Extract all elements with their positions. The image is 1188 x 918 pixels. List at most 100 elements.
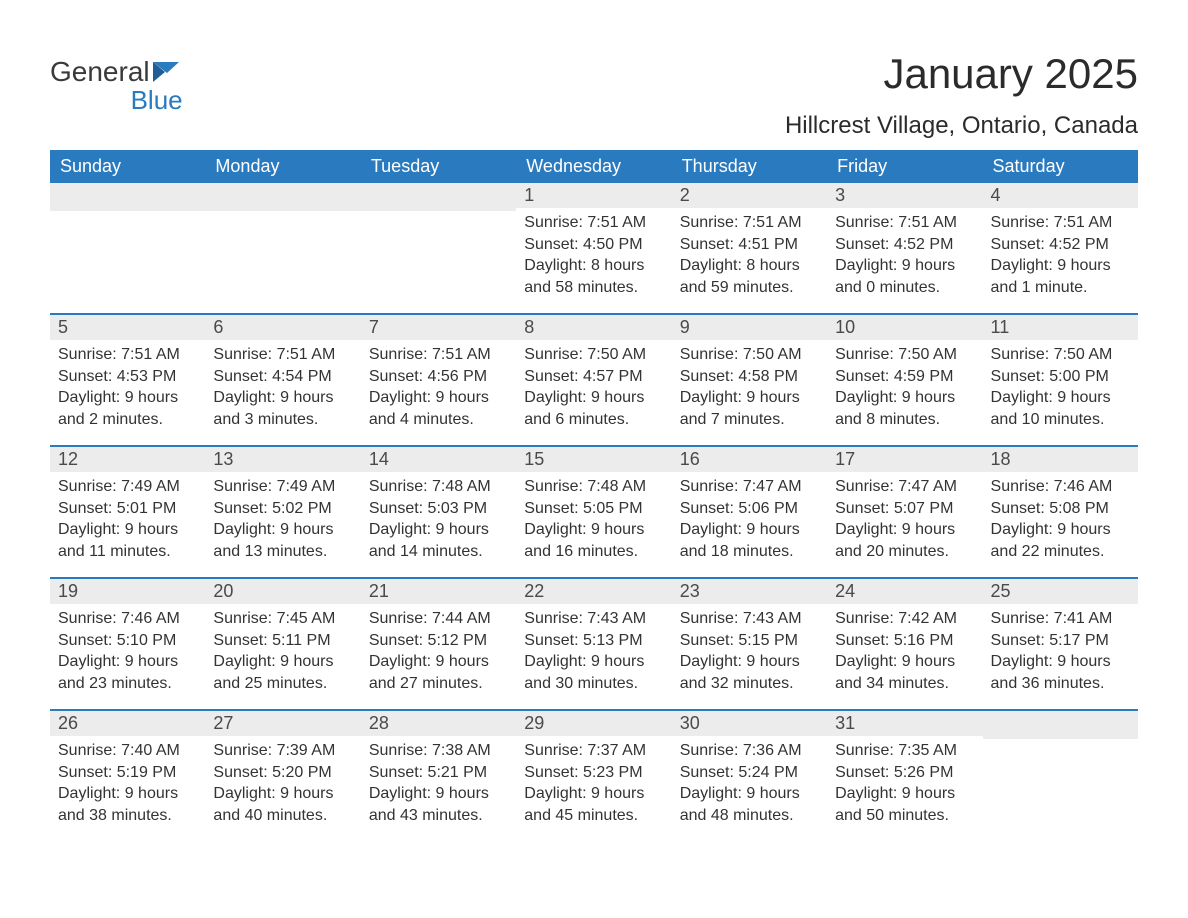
day-number: 9 [672, 315, 827, 340]
day-data-line: and 45 minutes. [524, 805, 663, 827]
page: General Blue January 2025 Hillcrest Vill… [0, 0, 1188, 841]
day-data-line: and 32 minutes. [680, 673, 819, 695]
day-data-line: and 18 minutes. [680, 541, 819, 563]
day-data-line: Sunrise: 7:48 AM [369, 476, 508, 498]
day-data-line: Daylight: 9 hours [680, 783, 819, 805]
day-data-line: and 6 minutes. [524, 409, 663, 431]
calendar-cell: 20Sunrise: 7:45 AMSunset: 5:11 PMDayligh… [205, 579, 360, 709]
day-data-line: Sunset: 5:20 PM [213, 762, 352, 784]
day-data-line: Sunset: 5:08 PM [991, 498, 1130, 520]
calendar-cell: 16Sunrise: 7:47 AMSunset: 5:06 PMDayligh… [672, 447, 827, 577]
day-number: 11 [983, 315, 1138, 340]
day-data-line: Sunset: 5:00 PM [991, 366, 1130, 388]
day-header: Thursday [672, 150, 827, 183]
day-data-line: and 7 minutes. [680, 409, 819, 431]
day-data-line: Sunrise: 7:42 AM [835, 608, 974, 630]
day-data-line: Sunset: 5:19 PM [58, 762, 197, 784]
calendar-cell [983, 711, 1138, 841]
day-number: 19 [50, 579, 205, 604]
day-data-line: Sunrise: 7:38 AM [369, 740, 508, 762]
day-number: 21 [361, 579, 516, 604]
location: Hillcrest Village, Ontario, Canada [785, 112, 1138, 140]
day-number [983, 711, 1138, 739]
day-data-line: Daylight: 9 hours [369, 783, 508, 805]
day-data-line: Sunrise: 7:43 AM [680, 608, 819, 630]
day-data-line: Sunset: 4:56 PM [369, 366, 508, 388]
day-data-line: Sunset: 4:52 PM [835, 234, 974, 256]
day-data-line: and 1 minute. [991, 277, 1130, 299]
day-data-line: Daylight: 8 hours [680, 255, 819, 277]
day-data-line: Daylight: 9 hours [835, 651, 974, 673]
day-number: 3 [827, 183, 982, 208]
day-data-line: Sunrise: 7:40 AM [58, 740, 197, 762]
day-data-line: Daylight: 9 hours [680, 519, 819, 541]
day-data-line: Daylight: 9 hours [991, 255, 1130, 277]
day-data-line: Sunrise: 7:46 AM [58, 608, 197, 630]
day-data-line: Sunset: 5:03 PM [369, 498, 508, 520]
day-number [361, 183, 516, 211]
day-number: 29 [516, 711, 671, 736]
day-number: 26 [50, 711, 205, 736]
day-data-line: Sunrise: 7:50 AM [680, 344, 819, 366]
day-data-line: and 43 minutes. [369, 805, 508, 827]
day-data: Sunrise: 7:35 AMSunset: 5:26 PMDaylight:… [827, 736, 982, 836]
day-data-line: Sunset: 5:02 PM [213, 498, 352, 520]
day-data-line: Sunset: 5:06 PM [680, 498, 819, 520]
calendar-week: 5 Sunrise: 7:51 AMSunset: 4:53 PM Daylight… [50, 313, 1138, 445]
day-data: Sunrise: 7:51 AMSunset: 4:54 PMDaylight:… [205, 340, 360, 440]
month-title: January 2025 [785, 50, 1138, 98]
day-number [205, 183, 360, 211]
day-number: 5 [50, 315, 205, 340]
day-number: 16 [672, 447, 827, 472]
calendar-cell: 12Sunrise: 7:49 AMSunset: 5:01 PMDayligh… [50, 447, 205, 577]
day-number: 14 [361, 447, 516, 472]
day-data: Sunrise: 7:46 AMSunset: 5:08 PMDaylight:… [983, 472, 1138, 572]
day-data: Sunrise: 7:36 AMSunset: 5:24 PMDaylight:… [672, 736, 827, 836]
day-data-line: and 59 minutes. [680, 277, 819, 299]
day-data: Sunrise: 7:48 AMSunset: 5:05 PMDaylight:… [516, 472, 671, 572]
day-data: Sunrise: 7:41 AMSunset: 5:17 PMDaylight:… [983, 604, 1138, 704]
day-data-line: Sunset: 4:57 PM [524, 366, 663, 388]
day-data-line: Sunrise: 7:51 AM [680, 212, 819, 234]
day-data-line: Sunset: 5:23 PM [524, 762, 663, 784]
day-data-line: and 16 minutes. [524, 541, 663, 563]
day-data-line: Sunrise: 7:51 AM [58, 344, 197, 366]
day-data-line: Daylight: 9 hours [835, 783, 974, 805]
day-data-line: and 14 minutes. [369, 541, 508, 563]
calendar-cell: 1Sunrise: 7:51 AMSunset: 4:50 PMDaylight… [516, 183, 671, 313]
day-data-line: Daylight: 9 hours [369, 651, 508, 673]
calendar-cell: 21Sunrise: 7:44 AMSunset: 5:12 PMDayligh… [361, 579, 516, 709]
calendar-cell: 11Sunrise: 7:50 AMSunset: 5:00 PMDayligh… [983, 315, 1138, 445]
day-data-line: Sunset: 5:24 PM [680, 762, 819, 784]
calendar-cell: 10Sunrise: 7:50 AMSunset: 4:59 PMDayligh… [827, 315, 982, 445]
calendar-cell: 30Sunrise: 7:36 AMSunset: 5:24 PMDayligh… [672, 711, 827, 841]
day-data-line: Sunset: 4:51 PM [680, 234, 819, 256]
calendar-cell: 19Sunrise: 7:46 AMSunset: 5:10 PMDayligh… [50, 579, 205, 709]
day-data-line: Sunset: 5:11 PM [213, 630, 352, 652]
day-data-line: Daylight: 9 hours [213, 783, 352, 805]
day-data: Sunrise: 7:50 AMSunset: 4:59 PMDaylight:… [827, 340, 982, 440]
day-data: Sunrise: 7:46 AMSunset: 5:10 PMDaylight:… [50, 604, 205, 704]
day-data: Sunrise: 7:39 AMSunset: 5:20 PMDaylight:… [205, 736, 360, 836]
day-data-line: Daylight: 9 hours [524, 519, 663, 541]
day-data-line: Daylight: 9 hours [835, 387, 974, 409]
day-data-line: Daylight: 9 hours [991, 651, 1130, 673]
day-data-line: Daylight: 9 hours [58, 783, 197, 805]
calendar-cell: 23Sunrise: 7:43 AMSunset: 5:15 PMDayligh… [672, 579, 827, 709]
calendar-cell: 27Sunrise: 7:39 AMSunset: 5:20 PMDayligh… [205, 711, 360, 841]
day-data-line: and 22 minutes. [991, 541, 1130, 563]
day-data-line: and 30 minutes. [524, 673, 663, 695]
day-data: Sunrise: 7:51 AMSunset: 4:52 PMDaylight:… [983, 208, 1138, 308]
day-number: 2 [672, 183, 827, 208]
day-data-line: Sunrise: 7:44 AM [369, 608, 508, 630]
calendar-cell [361, 183, 516, 313]
day-data-line: Sunset: 4:53 PM [58, 366, 197, 388]
day-data-line: Sunrise: 7:50 AM [524, 344, 663, 366]
day-data-line: Daylight: 9 hours [213, 519, 352, 541]
calendar-cell: 2 Sunrise: 7:51 AMSunset: 4:51 PMDaylight… [672, 183, 827, 313]
day-data-line: Sunset: 5:13 PM [524, 630, 663, 652]
day-data-line: Sunrise: 7:36 AM [680, 740, 819, 762]
logo: General Blue [50, 50, 183, 116]
day-data-line: and 2 minutes. [58, 409, 197, 431]
day-number [50, 183, 205, 211]
